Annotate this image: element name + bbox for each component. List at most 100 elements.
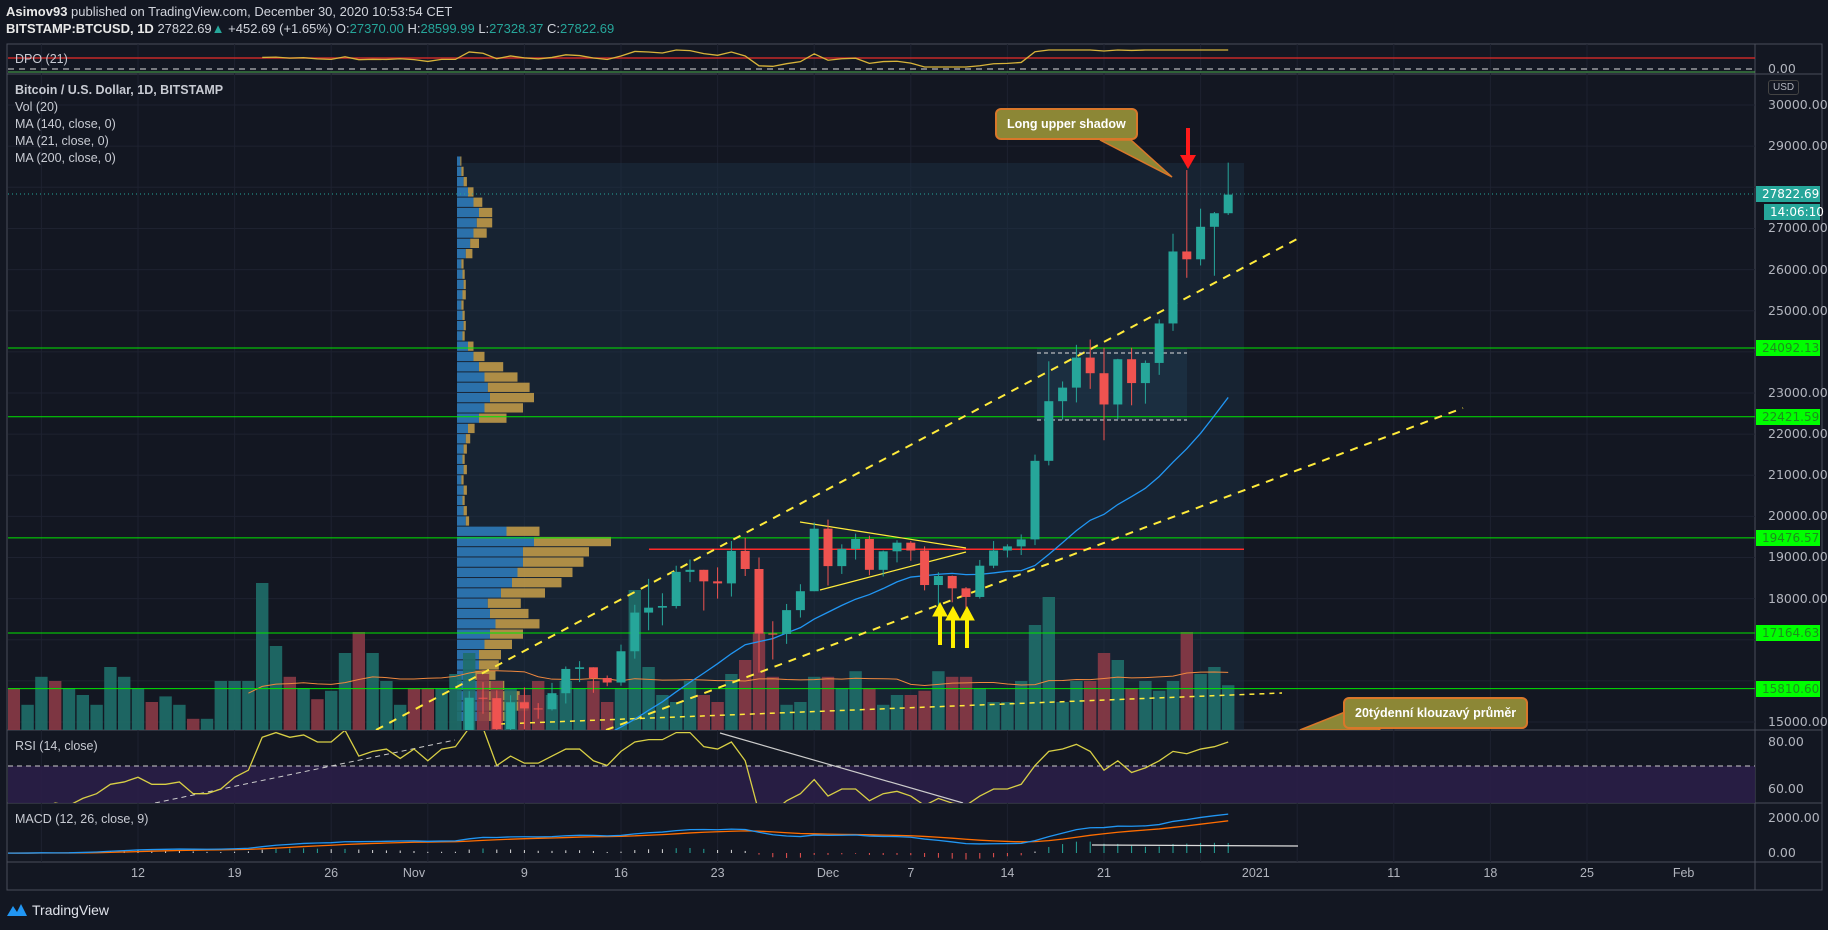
volume-bar [794, 702, 807, 730]
candle-body [506, 702, 516, 729]
volume-profile-down-bar [461, 166, 464, 177]
candle-body [726, 550, 736, 584]
legend-macd[interactable]: MACD (12, 26, close, 9) [15, 812, 149, 826]
tradingview-logo[interactable]: TradingView [6, 902, 109, 918]
level-price-label[interactable]: 24092.13 [1756, 340, 1820, 357]
volume-profile-down-bar [470, 238, 479, 249]
volume-bar [559, 681, 572, 730]
volume-profile-down-bar [463, 485, 467, 495]
price-tick-label: 26000.00 [1768, 261, 1828, 277]
volume-bar [297, 688, 310, 730]
volume-bar [877, 704, 890, 730]
open-label: O: [335, 21, 350, 36]
candle-body [1058, 387, 1068, 402]
rsi-trendline-down[interactable] [719, 732, 964, 803]
volume-profile-down-bar [468, 423, 475, 434]
volume-profile-down-bar [484, 403, 523, 413]
publish-text: published on TradingView.com, December 3… [71, 4, 453, 19]
candle-body [630, 612, 640, 652]
volume-bar [642, 667, 655, 730]
currency-label[interactable]: USD [1768, 80, 1800, 95]
time-tick-label: 26 [324, 866, 339, 880]
volume-bar [946, 676, 959, 730]
volume-profile-up-bar [457, 639, 485, 650]
volume-profile-down-bar [534, 536, 611, 547]
volume-profile-down-bar [463, 506, 467, 516]
volume-bar [200, 718, 214, 730]
volume-profile-up-bar [457, 362, 479, 372]
candle-body [906, 542, 916, 551]
volume-profile-up-bar [457, 249, 466, 259]
author[interactable]: Asimov93 [6, 4, 68, 19]
legend-ma200[interactable]: MA (200, close, 0) [15, 151, 116, 165]
volume-profile-up-bar [457, 300, 462, 310]
level-price-label[interactable]: 17164.63 [1756, 624, 1820, 641]
volume-profile-up-bar [457, 567, 518, 578]
time-tick-label: 2021 [1241, 866, 1270, 880]
rsi-tick-label: 60.00 [1768, 781, 1804, 796]
volume-bar [407, 688, 421, 730]
volume-bar [1097, 653, 1111, 730]
volume-profile-up-bar [457, 434, 466, 444]
volume-bar [325, 690, 338, 730]
volume-profile-up-bar [457, 156, 461, 166]
volume-bar [683, 681, 697, 730]
volume-profile-up-bar [457, 310, 463, 320]
volume-profile-down-bar [468, 341, 474, 351]
candle-body [657, 606, 667, 608]
time-tick-label: 12 [131, 866, 145, 880]
volume-bar [49, 681, 62, 730]
volume-bar [311, 699, 324, 730]
volume-bar [0, 691, 6, 730]
legend-dpo[interactable]: DPO (21) [15, 52, 68, 66]
dpo-line [262, 49, 1229, 68]
candle-body [1071, 357, 1081, 388]
legend-ma21[interactable]: MA (21, close, 0) [15, 134, 109, 148]
price-tick-label: 27000.00 [1768, 220, 1828, 236]
price-tick-label: 18000.00 [1768, 590, 1828, 606]
trendline-lower[interactable] [605, 407, 1464, 730]
candle-body [561, 668, 571, 694]
price-tick-label: 25000.00 [1768, 302, 1828, 318]
volume-bar [1166, 681, 1180, 730]
level-price-label[interactable]: 19476.57 [1756, 529, 1820, 546]
macd-hist-line[interactable] [1091, 844, 1299, 847]
volume-profile-down-bar [501, 588, 545, 598]
volume-profile-up-bar [457, 485, 464, 495]
volume-bar [808, 676, 821, 730]
callout-20-week-ma[interactable]: 20týdenní klouzavý průměr [1343, 697, 1529, 729]
level-price-label[interactable]: 15810.60 [1756, 680, 1820, 697]
price-tick-label: 22000.00 [1768, 426, 1828, 442]
volume-bar [352, 632, 365, 730]
candle-body [989, 550, 999, 566]
price-tick-label: 30000.00 [1768, 97, 1828, 113]
trendline-ma[interactable] [499, 692, 1283, 725]
volume-bar [821, 676, 835, 730]
triangle-lower-line[interactable] [819, 551, 967, 591]
volume-bar [987, 702, 1000, 730]
candle-body [740, 550, 750, 569]
candle-body [892, 542, 902, 552]
legend-rsi[interactable]: RSI (14, close) [15, 739, 98, 753]
legend-vol[interactable]: Vol (20) [15, 100, 59, 114]
rsi-trendline[interactable] [154, 739, 456, 803]
volume-profile-down-bar [463, 444, 467, 454]
volume-bar [1208, 667, 1221, 730]
candle-body [1196, 226, 1206, 260]
candle-body [1140, 362, 1150, 384]
candle-body [1085, 357, 1095, 374]
volume-bar [918, 690, 931, 730]
candle-body [519, 702, 529, 709]
candle-body [878, 551, 888, 570]
level-price-label[interactable]: 22421.59 [1756, 408, 1820, 425]
volume-profile-up-bar [457, 608, 490, 619]
volume-profile-up-bar [457, 372, 485, 382]
volume-profile-down-bar [462, 310, 465, 320]
up-arrow-icon: ▲ [211, 21, 225, 36]
legend-ma140[interactable]: MA (140, close, 0) [15, 117, 116, 131]
legend-title[interactable]: Bitcoin / U.S. Dollar, 1D, BITSTAMP [15, 83, 224, 97]
callout-long-upper-shadow[interactable]: Long upper shadow [995, 108, 1138, 140]
logo-text: TradingView [32, 902, 110, 918]
price-tick-label: 19000.00 [1768, 549, 1828, 565]
